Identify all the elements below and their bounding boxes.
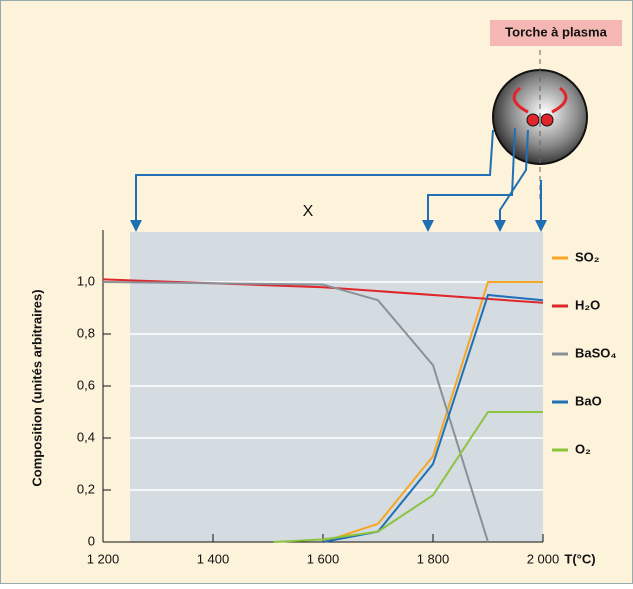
- torch-label: Torche à plasma: [505, 24, 607, 39]
- series-line: [102, 281, 489, 543]
- x-tick-label: 1 600: [307, 551, 340, 566]
- y-axis-label: Composition (unités arbitraires): [29, 289, 44, 486]
- torch-label-box: [490, 20, 622, 46]
- series-line: [322, 281, 543, 543]
- legend-label: O₂: [575, 441, 591, 456]
- legend-label: BaSO₄: [575, 345, 617, 360]
- plot-area: [130, 232, 543, 542]
- x-tick-label: 1 400: [197, 551, 230, 566]
- y-tick-label: 0,6: [77, 377, 95, 392]
- x-tick-label: 1 800: [417, 551, 450, 566]
- legend-label: SO₂: [575, 249, 600, 264]
- y-tick-label: 1,0: [77, 273, 95, 288]
- y-tick-label: 0,8: [77, 325, 95, 340]
- torch: [492, 50, 588, 200]
- y-tick-label: 0,4: [77, 429, 95, 444]
- arrows: [135, 127, 542, 222]
- x-axis-label: T(°C): [564, 551, 595, 566]
- legend-label: H₂O: [575, 297, 600, 312]
- y-tick-label: 0,2: [77, 481, 95, 496]
- x-annotation: X: [303, 203, 314, 220]
- arrow-heads: [130, 220, 547, 232]
- x-tick-label: 2 000: [527, 551, 560, 566]
- series-line: [273, 411, 543, 543]
- y-tick-label: 0: [88, 533, 95, 548]
- x-tick-label: 1 200: [87, 551, 120, 566]
- legend-label: BaO: [575, 393, 602, 408]
